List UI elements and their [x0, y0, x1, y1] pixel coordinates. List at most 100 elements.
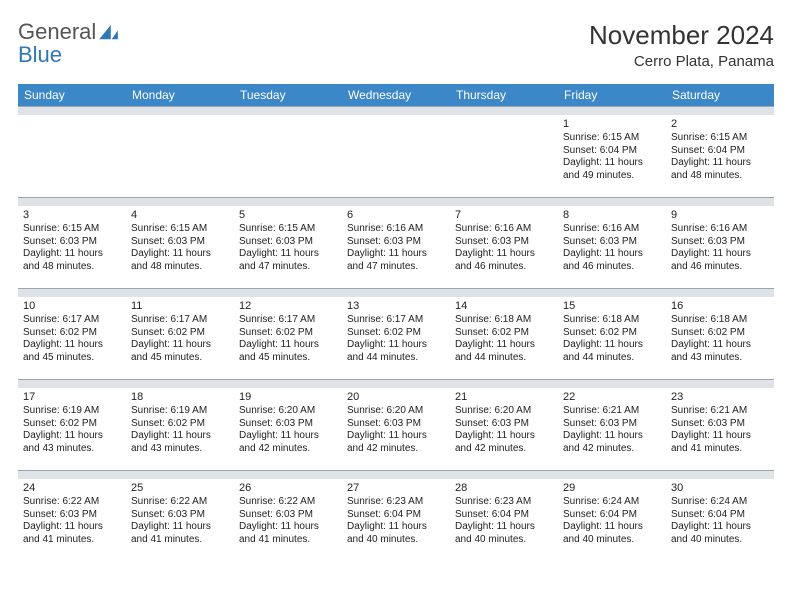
calendar-day-cell: 6Sunrise: 6:16 AMSunset: 6:03 PMDaylight…	[342, 206, 450, 289]
day-number: 2	[671, 118, 769, 132]
daylight-line: Daylight: 11 hours and 47 minutes.	[239, 248, 337, 273]
daylight-line: Daylight: 11 hours and 48 minutes.	[23, 248, 121, 273]
weekday-header: Tuesday	[234, 84, 342, 107]
sunrise-line: Sunrise: 6:17 AM	[131, 314, 229, 327]
day-number: 27	[347, 482, 445, 496]
sunrise-line: Sunrise: 6:16 AM	[563, 223, 661, 236]
calendar-day-cell: 13Sunrise: 6:17 AMSunset: 6:02 PMDayligh…	[342, 297, 450, 380]
brand-word-1: General	[18, 19, 96, 44]
sunrise-line: Sunrise: 6:20 AM	[239, 405, 337, 418]
brand-logo: GeneralBlue	[18, 20, 120, 66]
sunset-line: Sunset: 6:03 PM	[347, 418, 445, 431]
weekday-header: Wednesday	[342, 84, 450, 107]
day-number: 15	[563, 300, 661, 314]
calendar-empty-cell	[342, 115, 450, 198]
sunset-line: Sunset: 6:02 PM	[347, 327, 445, 340]
day-number: 25	[131, 482, 229, 496]
calendar-day-cell: 9Sunrise: 6:16 AMSunset: 6:03 PMDaylight…	[666, 206, 774, 289]
daylight-line: Daylight: 11 hours and 45 minutes.	[131, 339, 229, 364]
sunrise-line: Sunrise: 6:21 AM	[563, 405, 661, 418]
day-number: 18	[131, 391, 229, 405]
daylight-line: Daylight: 11 hours and 40 minutes.	[347, 521, 445, 546]
daylight-line: Daylight: 11 hours and 44 minutes.	[455, 339, 553, 364]
calendar-day-cell: 26Sunrise: 6:22 AMSunset: 6:03 PMDayligh…	[234, 479, 342, 562]
sunset-line: Sunset: 6:04 PM	[563, 145, 661, 158]
daylight-line: Daylight: 11 hours and 48 minutes.	[671, 157, 769, 182]
sunset-line: Sunset: 6:02 PM	[563, 327, 661, 340]
sunrise-line: Sunrise: 6:23 AM	[455, 496, 553, 509]
calendar-day-cell: 29Sunrise: 6:24 AMSunset: 6:04 PMDayligh…	[558, 479, 666, 562]
daylight-line: Daylight: 11 hours and 44 minutes.	[347, 339, 445, 364]
sunrise-line: Sunrise: 6:24 AM	[671, 496, 769, 509]
sunset-line: Sunset: 6:04 PM	[455, 509, 553, 522]
day-number: 20	[347, 391, 445, 405]
weekday-header: Monday	[126, 84, 234, 107]
calendar-week-row: 1Sunrise: 6:15 AMSunset: 6:04 PMDaylight…	[18, 115, 774, 198]
sail-icon	[98, 22, 120, 40]
sunset-line: Sunset: 6:03 PM	[455, 236, 553, 249]
calendar-week-row: 17Sunrise: 6:19 AMSunset: 6:02 PMDayligh…	[18, 388, 774, 471]
day-number: 13	[347, 300, 445, 314]
daylight-line: Daylight: 11 hours and 41 minutes.	[671, 430, 769, 455]
daylight-line: Daylight: 11 hours and 41 minutes.	[239, 521, 337, 546]
daylight-line: Daylight: 11 hours and 42 minutes.	[455, 430, 553, 455]
sunrise-line: Sunrise: 6:15 AM	[671, 132, 769, 145]
sunset-line: Sunset: 6:04 PM	[563, 509, 661, 522]
day-number: 6	[347, 209, 445, 223]
day-number: 21	[455, 391, 553, 405]
week-separator	[18, 107, 774, 115]
calendar-day-cell: 8Sunrise: 6:16 AMSunset: 6:03 PMDaylight…	[558, 206, 666, 289]
calendar-day-cell: 5Sunrise: 6:15 AMSunset: 6:03 PMDaylight…	[234, 206, 342, 289]
sunrise-line: Sunrise: 6:19 AM	[23, 405, 121, 418]
calendar-day-cell: 12Sunrise: 6:17 AMSunset: 6:02 PMDayligh…	[234, 297, 342, 380]
calendar-week-row: 10Sunrise: 6:17 AMSunset: 6:02 PMDayligh…	[18, 297, 774, 380]
sunset-line: Sunset: 6:02 PM	[455, 327, 553, 340]
calendar-day-cell: 22Sunrise: 6:21 AMSunset: 6:03 PMDayligh…	[558, 388, 666, 471]
day-number: 23	[671, 391, 769, 405]
day-number: 5	[239, 209, 337, 223]
sunset-line: Sunset: 6:03 PM	[23, 236, 121, 249]
calendar-header-row: SundayMondayTuesdayWednesdayThursdayFrid…	[18, 84, 774, 107]
sunrise-line: Sunrise: 6:22 AM	[239, 496, 337, 509]
day-number: 29	[563, 482, 661, 496]
week-separator	[18, 289, 774, 297]
sunset-line: Sunset: 6:04 PM	[347, 509, 445, 522]
calendar-day-cell: 24Sunrise: 6:22 AMSunset: 6:03 PMDayligh…	[18, 479, 126, 562]
sunset-line: Sunset: 6:02 PM	[239, 327, 337, 340]
sunrise-line: Sunrise: 6:22 AM	[23, 496, 121, 509]
daylight-line: Daylight: 11 hours and 43 minutes.	[671, 339, 769, 364]
day-number: 11	[131, 300, 229, 314]
title-block: November 2024 Cerro Plata, Panama	[589, 20, 774, 70]
calendar-day-cell: 23Sunrise: 6:21 AMSunset: 6:03 PMDayligh…	[666, 388, 774, 471]
sunset-line: Sunset: 6:03 PM	[455, 418, 553, 431]
daylight-line: Daylight: 11 hours and 46 minutes.	[563, 248, 661, 273]
calendar-week-row: 3Sunrise: 6:15 AMSunset: 6:03 PMDaylight…	[18, 206, 774, 289]
calendar-page: GeneralBlue November 2024 Cerro Plata, P…	[0, 0, 792, 572]
daylight-line: Daylight: 11 hours and 45 minutes.	[23, 339, 121, 364]
day-number: 30	[671, 482, 769, 496]
calendar-day-cell: 27Sunrise: 6:23 AMSunset: 6:04 PMDayligh…	[342, 479, 450, 562]
sunset-line: Sunset: 6:03 PM	[239, 509, 337, 522]
daylight-line: Daylight: 11 hours and 43 minutes.	[131, 430, 229, 455]
calendar-day-cell: 25Sunrise: 6:22 AMSunset: 6:03 PMDayligh…	[126, 479, 234, 562]
calendar-day-cell: 28Sunrise: 6:23 AMSunset: 6:04 PMDayligh…	[450, 479, 558, 562]
calendar-day-cell: 16Sunrise: 6:18 AMSunset: 6:02 PMDayligh…	[666, 297, 774, 380]
sunrise-line: Sunrise: 6:15 AM	[131, 223, 229, 236]
calendar-day-cell: 4Sunrise: 6:15 AMSunset: 6:03 PMDaylight…	[126, 206, 234, 289]
sunrise-line: Sunrise: 6:16 AM	[455, 223, 553, 236]
sunset-line: Sunset: 6:02 PM	[131, 418, 229, 431]
sunrise-line: Sunrise: 6:24 AM	[563, 496, 661, 509]
sunset-line: Sunset: 6:02 PM	[23, 327, 121, 340]
day-number: 17	[23, 391, 121, 405]
sunset-line: Sunset: 6:03 PM	[671, 418, 769, 431]
sunset-line: Sunset: 6:04 PM	[671, 509, 769, 522]
day-number: 24	[23, 482, 121, 496]
calendar-day-cell: 11Sunrise: 6:17 AMSunset: 6:02 PMDayligh…	[126, 297, 234, 380]
sunset-line: Sunset: 6:03 PM	[563, 236, 661, 249]
sunset-line: Sunset: 6:03 PM	[131, 236, 229, 249]
daylight-line: Daylight: 11 hours and 40 minutes.	[455, 521, 553, 546]
calendar-day-cell: 3Sunrise: 6:15 AMSunset: 6:03 PMDaylight…	[18, 206, 126, 289]
brand-word-2: Blue	[18, 42, 62, 67]
calendar-day-cell: 20Sunrise: 6:20 AMSunset: 6:03 PMDayligh…	[342, 388, 450, 471]
day-number: 14	[455, 300, 553, 314]
